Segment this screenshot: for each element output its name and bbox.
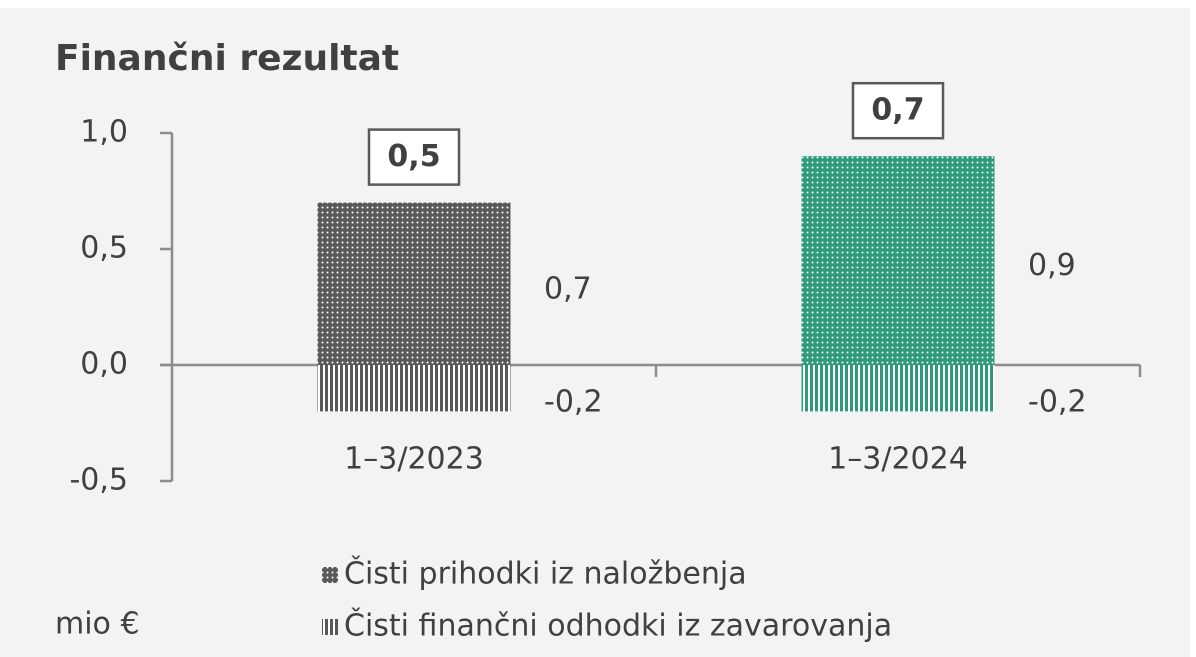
bar-segment xyxy=(317,365,511,412)
total-label: 0,5 xyxy=(387,139,440,174)
total-box xyxy=(367,128,461,186)
value-label: 0,7 xyxy=(544,271,592,306)
y-tick-label: 0,0 xyxy=(80,347,128,382)
value-label: 0,9 xyxy=(1028,248,1076,283)
total-box xyxy=(851,81,945,140)
chart-title: Finančni rezultat xyxy=(55,38,399,79)
bar-segment xyxy=(801,156,995,365)
total-label: 0,7 xyxy=(871,93,924,128)
legend-swatch xyxy=(322,619,338,635)
unit-label: mio € xyxy=(55,607,140,642)
y-tick-label: 0,5 xyxy=(80,231,128,266)
legend-label: Čisti prihodki iz naložbenja xyxy=(344,555,747,592)
value-label: -0,2 xyxy=(544,385,603,420)
bar-segment xyxy=(317,202,511,365)
value-label: -0,2 xyxy=(1028,385,1087,420)
bar-segment xyxy=(801,365,995,412)
x-tick-label: 1–3/2024 xyxy=(828,442,968,477)
legend-label: Čisti finančni odhodki iz zavarovanja xyxy=(344,607,892,644)
y-tick-label: 1,0 xyxy=(80,115,128,150)
y-tick-label: -0,5 xyxy=(69,463,128,498)
legend-swatch xyxy=(322,567,338,583)
x-tick-label: 1–3/2023 xyxy=(344,442,484,477)
